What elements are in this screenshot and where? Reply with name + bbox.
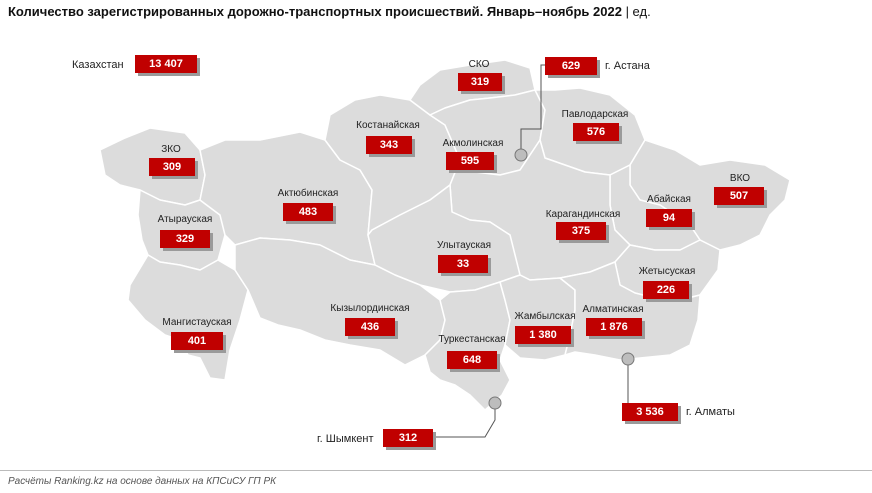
region-value-akmola: 595 xyxy=(446,152,494,170)
region-value-karaganda: 375 xyxy=(556,222,606,240)
region-label-almaty: Алматинская xyxy=(582,304,644,315)
chart-title: Количество зарегистрированных дорожно-тр… xyxy=(8,4,651,19)
region-label-pavlodar: Павлодарская xyxy=(561,109,629,120)
region-value-aktobe: 483 xyxy=(283,203,333,221)
region-value-mangistau: 401 xyxy=(171,332,223,350)
region-label-sko: СКО xyxy=(468,59,490,70)
region-value-atyrau: 329 xyxy=(160,230,210,248)
region-value-kyzylorda: 436 xyxy=(345,318,395,336)
region-label-karaganda: Карагандинская xyxy=(545,209,621,220)
city-label-astana: г. Астана xyxy=(605,60,650,72)
region-label-zko: ЗКО xyxy=(161,144,181,155)
city-label-almaty: г. Алматы xyxy=(686,406,735,418)
almaty-marker xyxy=(621,352,635,366)
region-value-abay: 94 xyxy=(646,209,692,227)
region-value-ulytau: 33 xyxy=(438,255,488,273)
city-value-shymkent: 312 xyxy=(383,429,433,447)
region-value-vko: 507 xyxy=(714,187,764,205)
region-value-zko: 309 xyxy=(149,158,195,176)
region-label-abay: Абайская xyxy=(647,194,691,205)
shymkent-marker xyxy=(488,396,502,410)
footer-divider xyxy=(0,470,872,471)
unit-label: | ед. xyxy=(625,4,651,19)
region-value-zhetysu: 226 xyxy=(643,281,689,299)
astana-marker xyxy=(514,148,528,162)
city-label-shymkent: г. Шымкент xyxy=(317,433,374,445)
region-value-almaty: 1 876 xyxy=(586,318,642,336)
region-label-kostanay: Костанайская xyxy=(356,120,420,131)
national-label: Казахстан xyxy=(72,59,124,71)
region-label-aktobe: Актюбинская xyxy=(277,188,339,199)
source-note: Расчёты Ranking.kz на основе данных на К… xyxy=(8,476,277,487)
region-label-akmola: Акмолинская xyxy=(442,138,504,149)
region-label-atyrau: Атырауская xyxy=(157,214,213,225)
region-value-sko: 319 xyxy=(458,73,502,91)
region-label-turkestan: Туркестанская xyxy=(438,334,506,345)
region-label-zhetysu: Жетысуская xyxy=(638,266,696,277)
region-label-kyzylorda: Кызылординская xyxy=(330,303,410,314)
region-label-ulytau: Улытауская xyxy=(436,240,492,251)
region-value-kostanay: 343 xyxy=(366,136,412,154)
region-label-zhambyl: Жамбылская xyxy=(514,311,576,322)
region-value-pavlodar: 576 xyxy=(573,123,619,141)
national-value: 13 407 xyxy=(135,55,197,73)
region-value-turkestan: 648 xyxy=(447,351,497,369)
region-label-vko: ВКО xyxy=(729,173,751,184)
region-shape-turkestan xyxy=(424,281,511,411)
city-value-almaty: 3 536 xyxy=(622,403,678,421)
city-value-astana: 629 xyxy=(545,57,597,75)
region-label-mangistau: Мангистауская xyxy=(162,317,232,328)
shymkent-connector xyxy=(413,404,496,438)
region-value-zhambyl: 1 380 xyxy=(515,326,571,344)
astana-connector xyxy=(520,64,545,155)
